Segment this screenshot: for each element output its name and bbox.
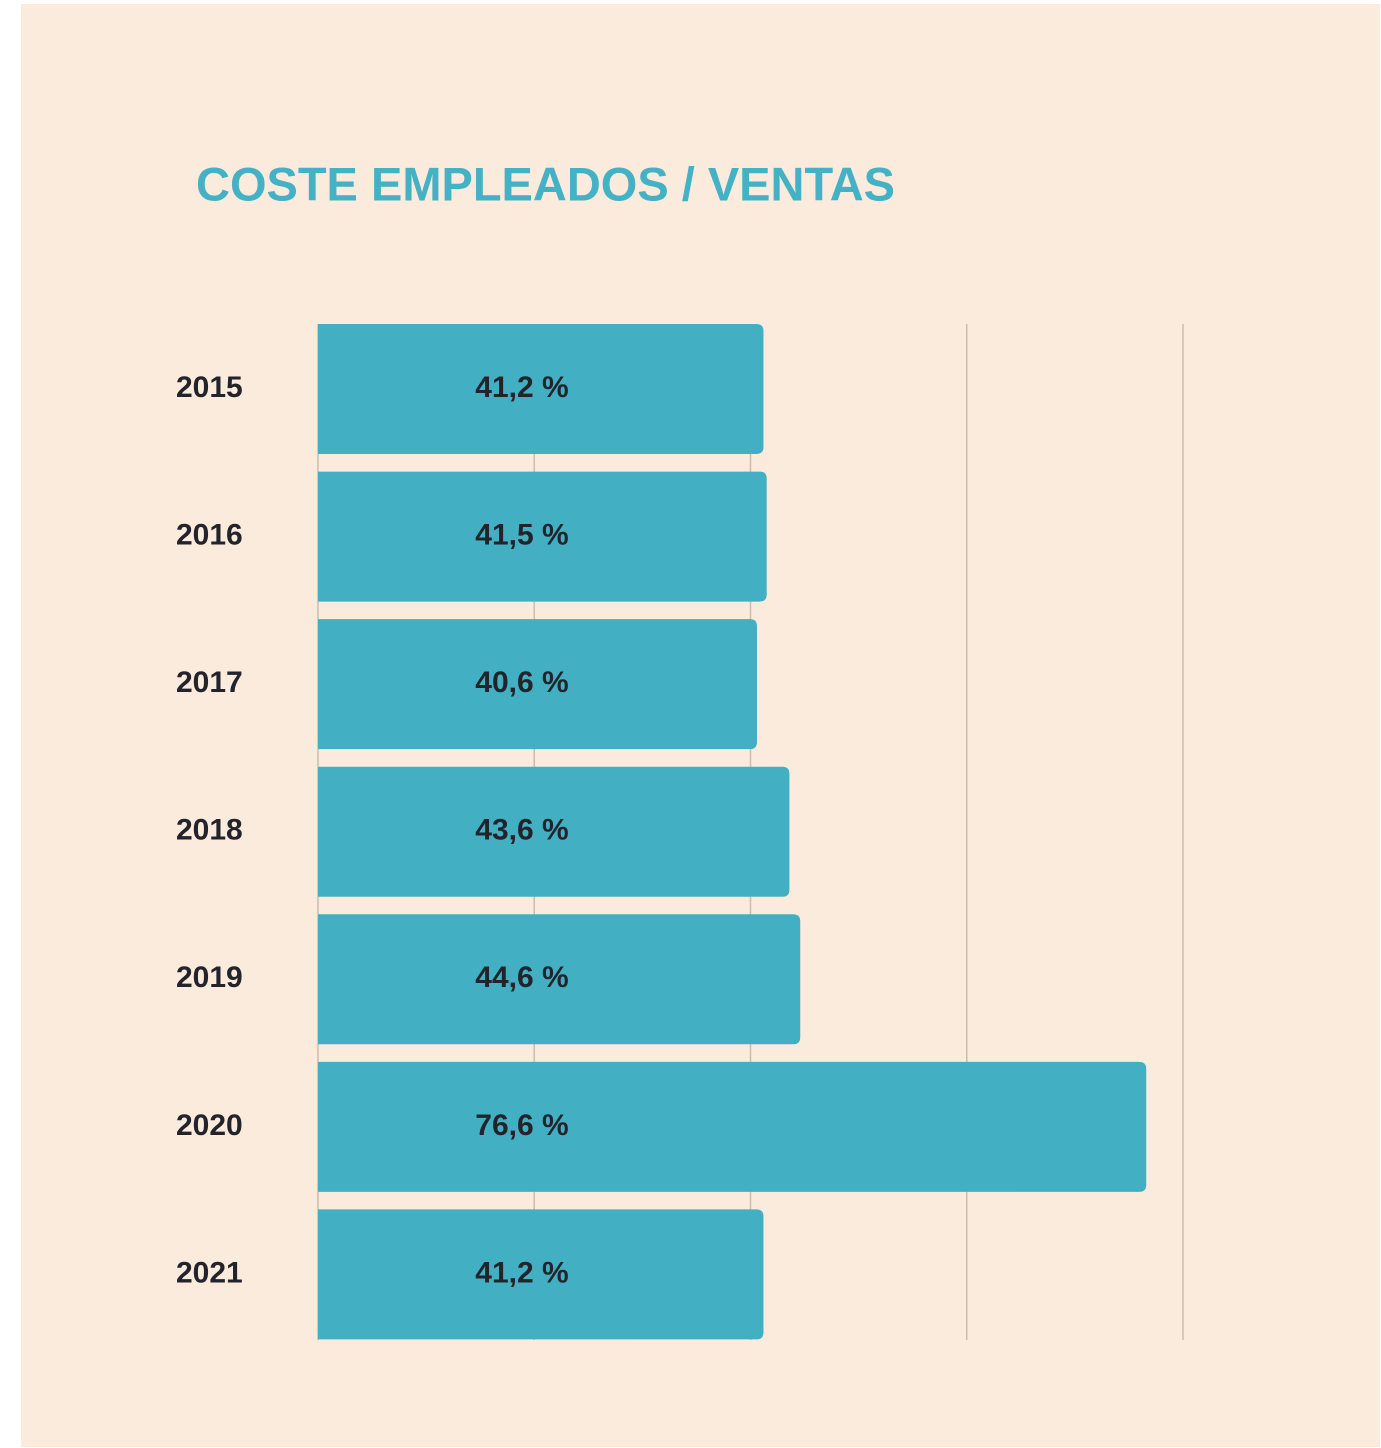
category-label: 2021 bbox=[176, 1256, 243, 1289]
value-label: 41,2 % bbox=[475, 1256, 568, 1289]
category-label: 2018 bbox=[176, 814, 243, 847]
category-label: 2017 bbox=[176, 666, 243, 699]
value-label: 40,6 % bbox=[475, 666, 568, 699]
bar bbox=[318, 471, 767, 602]
value-label: 43,6 % bbox=[475, 814, 568, 847]
bar bbox=[318, 914, 801, 1045]
bar bbox=[318, 324, 764, 454]
bar bbox=[318, 1209, 764, 1340]
value-label: 76,6 % bbox=[475, 1109, 568, 1142]
bar bbox=[318, 1061, 1147, 1192]
category-label: 2020 bbox=[176, 1109, 243, 1142]
category-label: 2015 bbox=[176, 371, 243, 404]
value-label: 44,6 % bbox=[475, 961, 568, 994]
value-label: 41,2 % bbox=[475, 371, 568, 404]
bar bbox=[318, 766, 790, 897]
category-label: 2019 bbox=[176, 961, 243, 994]
category-label: 2016 bbox=[176, 518, 243, 551]
value-label: 41,5 % bbox=[475, 518, 568, 551]
chart-title: COSTE EMPLEADOS / VENTAS bbox=[196, 157, 895, 210]
bar bbox=[318, 619, 757, 750]
